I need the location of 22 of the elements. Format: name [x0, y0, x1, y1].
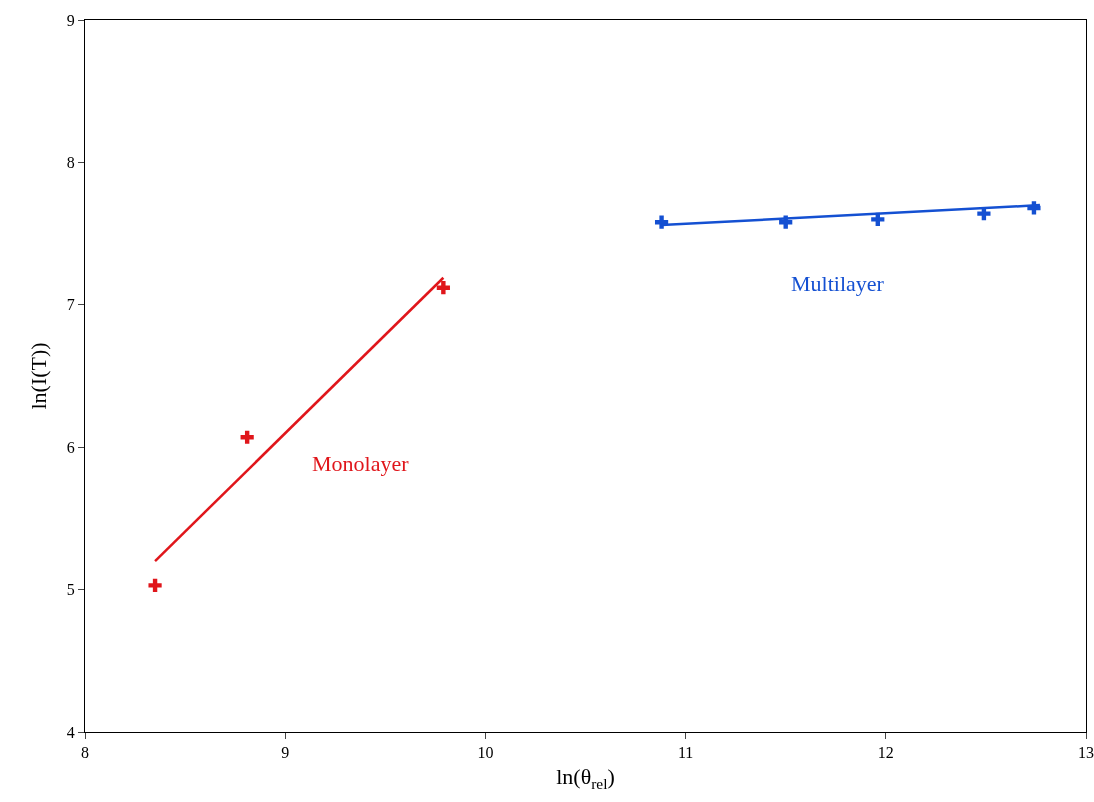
x-tick-label: 8 [81, 744, 89, 762]
x-tick-label: 11 [677, 744, 694, 762]
y-tick-label: 7 [66, 296, 75, 314]
y-tick-label: 5 [66, 581, 75, 599]
point [148, 578, 162, 592]
text: Monolayer [312, 451, 410, 476]
x-tick-label: 10 [477, 744, 494, 762]
y-tick-label: 6 [66, 438, 75, 456]
x-tick-label: 9 [281, 744, 290, 762]
point [977, 207, 991, 221]
y-tick-label: 8 [66, 154, 75, 171]
x-tick-label: 12 [877, 744, 894, 762]
y-tick-label: 4 [66, 723, 75, 741]
y-tick-label: 9 [66, 11, 75, 29]
point [436, 281, 450, 295]
point [240, 430, 254, 444]
point [654, 215, 669, 229]
x-tick-label: 13 [1078, 744, 1094, 762]
x-axis-title: ln(θ$_{rel}$) [556, 764, 615, 792]
series-label: Multilayer [791, 271, 885, 296]
y-axis-title: ln(I(T)) [25, 342, 51, 410]
point [871, 212, 885, 226]
